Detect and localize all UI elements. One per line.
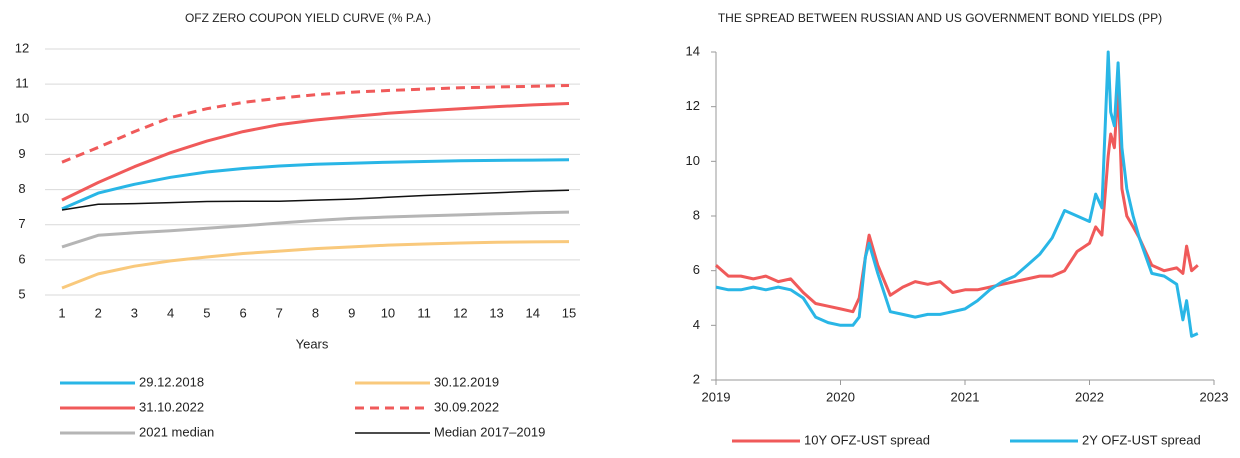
x-tick-label: 10 — [381, 305, 395, 320]
legend-label: 29.12.2018 — [139, 374, 204, 389]
series-line — [61, 210, 570, 249]
x-axis-label: Years — [296, 336, 329, 351]
y-tick-label: 6 — [18, 251, 25, 266]
x-tick-label: 2020 — [826, 389, 855, 404]
x-tick-label: 2022 — [1075, 389, 1104, 404]
y-tick-label: 12 — [686, 98, 700, 113]
y-tick-label: 12 — [15, 40, 29, 55]
x-tick-label: 2 — [95, 305, 102, 320]
series-line — [61, 189, 570, 211]
y-tick-label: 7 — [18, 216, 25, 231]
y-tick-label: 10 — [15, 111, 29, 126]
series-line — [61, 158, 570, 211]
legend-label: 30.09.2022 — [434, 399, 499, 414]
y-tick-label: 2 — [693, 371, 700, 386]
y-tick-label: 8 — [693, 207, 700, 222]
x-tick-label: 12 — [453, 305, 467, 320]
legend-label: 2Y OFZ-UST spread — [1082, 432, 1201, 447]
x-tick-label: 2019 — [702, 389, 731, 404]
series-line — [61, 102, 570, 202]
x-tick-label: 11 — [417, 305, 431, 320]
y-tick-label: 5 — [18, 286, 25, 301]
legend-label: 31.10.2022 — [139, 399, 204, 414]
x-tick-label: 9 — [348, 305, 355, 320]
series-line — [715, 83, 1199, 314]
x-tick-label: 8 — [312, 305, 319, 320]
x-tick-label: 2021 — [951, 389, 980, 404]
series-line — [61, 240, 570, 290]
legend-label: 30.12.2019 — [434, 374, 499, 389]
y-tick-label: 11 — [15, 76, 29, 91]
series-line — [61, 84, 570, 164]
series-line — [715, 50, 1199, 338]
x-tick-label: 5 — [203, 305, 210, 320]
legend-label: Median 2017–2019 — [434, 424, 545, 439]
x-tick-label: 13 — [489, 305, 503, 320]
legend-label: 2021 median — [139, 424, 214, 439]
x-tick-label: 4 — [167, 305, 174, 320]
x-tick-label: 15 — [562, 305, 576, 320]
x-tick-label: 2023 — [1200, 389, 1229, 404]
x-tick-label: 1 — [58, 305, 65, 320]
x-tick-label: 14 — [526, 305, 540, 320]
y-tick-label: 9 — [18, 146, 25, 161]
y-tick-label: 6 — [693, 262, 700, 277]
x-tick-label: 7 — [276, 305, 283, 320]
legend-label: 10Y OFZ-UST spread — [804, 432, 930, 447]
chart-title: OFZ ZERO COUPON YIELD CURVE (% P.A.) — [185, 11, 431, 25]
x-tick-label: 3 — [131, 305, 138, 320]
y-tick-label: 4 — [693, 317, 700, 332]
y-tick-label: 10 — [686, 153, 700, 168]
y-tick-label: 8 — [18, 181, 25, 196]
x-tick-label: 6 — [239, 305, 246, 320]
chart-title: THE SPREAD BETWEEN RUSSIAN AND US GOVERN… — [718, 11, 1162, 25]
y-tick-label: 14 — [686, 43, 700, 58]
